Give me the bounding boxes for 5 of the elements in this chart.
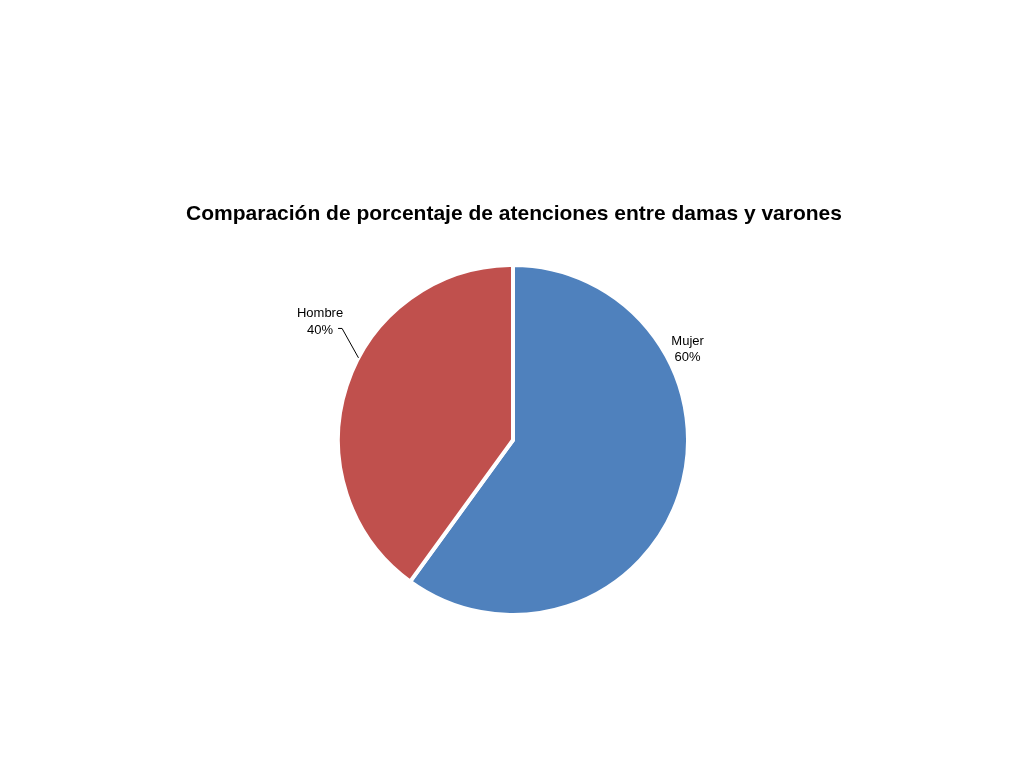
data-label: 60% (674, 349, 702, 365)
slice-label: Mujer (671, 332, 705, 348)
slice-label: Hombre (296, 304, 344, 320)
data-label: 40% (307, 321, 334, 337)
chart-title: Comparación de porcentaje de atenciones entre damas y varones (186, 201, 842, 224)
